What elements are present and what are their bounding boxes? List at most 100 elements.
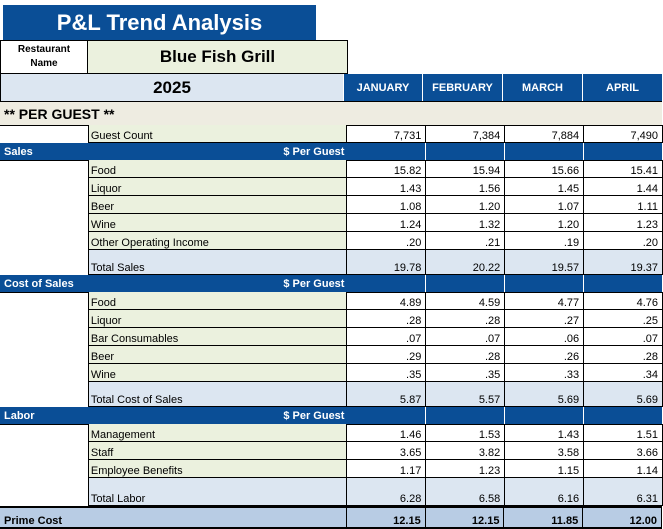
value-cell[interactable]: 12.00 bbox=[583, 508, 662, 527]
value-cell[interactable]: 3.66 bbox=[584, 442, 663, 460]
value-cell[interactable]: 4.76 bbox=[584, 292, 663, 310]
row-label: Employee Benefits bbox=[87, 460, 348, 478]
section-header-sales: Sales $ Per Guest bbox=[0, 143, 663, 161]
value-cell[interactable]: 3.82 bbox=[426, 442, 506, 460]
value-cell[interactable]: 1.11 bbox=[584, 196, 663, 214]
value-cell[interactable]: 19.57 bbox=[505, 250, 585, 275]
line-item-row: Food 15.82 15.94 15.66 15.41 bbox=[0, 160, 663, 178]
value-cell[interactable]: .07 bbox=[584, 328, 663, 346]
value-cell[interactable]: 3.58 bbox=[505, 442, 585, 460]
value-cell[interactable]: 7,731 bbox=[347, 125, 427, 143]
empty-cell bbox=[426, 275, 506, 292]
value-cell[interactable]: .20 bbox=[347, 232, 427, 250]
value-cell[interactable]: .25 bbox=[584, 310, 663, 328]
value-cell[interactable]: .07 bbox=[426, 328, 506, 346]
value-cell[interactable]: 6.58 bbox=[426, 478, 506, 506]
value-cell[interactable]: 5.69 bbox=[505, 382, 585, 407]
value-cell[interactable]: 1.20 bbox=[426, 196, 506, 214]
value-cell[interactable]: 6.31 bbox=[584, 478, 663, 506]
value-cell[interactable]: 1.43 bbox=[347, 178, 427, 196]
value-cell[interactable]: 1.24 bbox=[347, 214, 427, 232]
value-cell[interactable]: .26 bbox=[505, 346, 585, 364]
value-cell[interactable]: 1.51 bbox=[584, 424, 663, 442]
value-cell[interactable]: 15.94 bbox=[426, 160, 506, 178]
restaurant-name[interactable]: Blue Fish Grill bbox=[88, 40, 348, 74]
line-item-row: Liquor 1.43 1.56 1.45 1.44 bbox=[0, 178, 663, 196]
value-cell[interactable]: 3.65 bbox=[347, 442, 427, 460]
value-cell[interactable]: 7,884 bbox=[505, 125, 585, 143]
value-cell[interactable]: .34 bbox=[584, 364, 663, 382]
line-item-row: Beer .29.28.26.28 bbox=[0, 346, 663, 364]
empty-cell bbox=[584, 143, 663, 160]
value-cell[interactable]: .29 bbox=[347, 346, 427, 364]
value-cell[interactable]: 1.07 bbox=[505, 196, 585, 214]
value-cell[interactable]: 1.46 bbox=[347, 424, 427, 442]
line-item-row: Staff 3.65 3.82 3.58 3.66 bbox=[0, 442, 663, 460]
per-guest-label: $ Per Guest bbox=[283, 409, 345, 422]
value-cell[interactable]: 6.28 bbox=[347, 478, 427, 506]
value-cell[interactable]: 1.53 bbox=[426, 424, 506, 442]
value-cell[interactable]: .28 bbox=[426, 346, 506, 364]
value-cell[interactable]: .20 bbox=[584, 232, 663, 250]
row-label: Liquor bbox=[87, 310, 348, 328]
value-cell[interactable]: 5.57 bbox=[426, 382, 506, 407]
year-cell[interactable]: 2025 bbox=[0, 74, 343, 101]
value-cell[interactable]: 6.16 bbox=[505, 478, 585, 506]
value-cell[interactable]: 1.23 bbox=[426, 460, 506, 478]
value-cell[interactable]: 7,384 bbox=[426, 125, 506, 143]
value-cell[interactable]: 1.15 bbox=[505, 460, 585, 478]
value-cell[interactable]: 15.41 bbox=[584, 160, 663, 178]
value-cell[interactable]: 11.85 bbox=[504, 508, 584, 527]
value-cell[interactable]: .27 bbox=[505, 310, 585, 328]
value-cell[interactable]: .19 bbox=[505, 232, 585, 250]
value-cell[interactable]: 5.87 bbox=[347, 382, 427, 407]
empty-cell bbox=[347, 407, 427, 424]
value-cell[interactable]: 4.89 bbox=[347, 292, 427, 310]
value-cell[interactable]: .06 bbox=[505, 328, 585, 346]
value-cell[interactable]: 20.22 bbox=[426, 250, 506, 275]
value-cell[interactable]: 1.08 bbox=[347, 196, 427, 214]
value-cell[interactable]: .35 bbox=[426, 364, 506, 382]
value-cell[interactable]: 1.43 bbox=[505, 424, 585, 442]
line-item-row: Management 1.46 1.53 1.43 1.51 bbox=[0, 424, 663, 442]
per-guest-heading: ** PER GUEST ** bbox=[4, 105, 115, 122]
value-cell[interactable]: 12.15 bbox=[347, 508, 426, 527]
value-cell[interactable]: .07 bbox=[347, 328, 427, 346]
value-cell[interactable]: 1.17 bbox=[347, 460, 427, 478]
value-cell[interactable]: 1.14 bbox=[584, 460, 663, 478]
value-cell[interactable]: 1.23 bbox=[584, 214, 663, 232]
value-cell[interactable]: 15.82 bbox=[347, 160, 427, 178]
value-cell[interactable]: 4.59 bbox=[426, 292, 506, 310]
line-item-row: Wine 1.24 1.32 1.20 1.23 bbox=[0, 214, 663, 232]
month-header-march: MARCH bbox=[502, 74, 582, 101]
row-label: Bar Consumables bbox=[87, 328, 348, 346]
value-cell[interactable]: .33 bbox=[505, 364, 585, 382]
value-cell[interactable]: 1.32 bbox=[426, 214, 506, 232]
empty-cell bbox=[347, 143, 427, 160]
row-label: Food bbox=[87, 160, 348, 178]
value-cell[interactable]: 1.44 bbox=[584, 178, 663, 196]
value-cell[interactable]: .28 bbox=[347, 310, 427, 328]
month-header-april: APRIL bbox=[582, 74, 662, 101]
row-label: Food bbox=[87, 292, 348, 310]
value-cell[interactable]: 19.37 bbox=[584, 250, 663, 275]
per-guest-label: $ Per Guest bbox=[283, 277, 345, 290]
value-cell[interactable]: 7,490 bbox=[584, 125, 663, 143]
value-cell[interactable]: .35 bbox=[347, 364, 427, 382]
value-cell[interactable]: .28 bbox=[584, 346, 663, 364]
row-label: Other Operating Income bbox=[87, 232, 348, 250]
value-cell[interactable]: 4.77 bbox=[505, 292, 585, 310]
value-cell[interactable]: 1.45 bbox=[505, 178, 585, 196]
row-label: Prime Cost bbox=[0, 508, 347, 527]
value-cell[interactable]: .21 bbox=[426, 232, 506, 250]
section-title: Sales bbox=[4, 145, 33, 158]
value-cell[interactable]: 1.20 bbox=[505, 214, 585, 232]
value-cell[interactable]: 15.66 bbox=[505, 160, 585, 178]
value-cell[interactable]: 5.69 bbox=[584, 382, 663, 407]
value-cell[interactable]: .28 bbox=[426, 310, 506, 328]
row-label: Guest Count bbox=[87, 125, 348, 143]
value-cell[interactable]: 1.56 bbox=[426, 178, 506, 196]
value-cell[interactable]: 19.78 bbox=[347, 250, 427, 275]
month-header-january: JANUARY bbox=[343, 74, 422, 101]
value-cell[interactable]: 12.15 bbox=[426, 508, 505, 527]
